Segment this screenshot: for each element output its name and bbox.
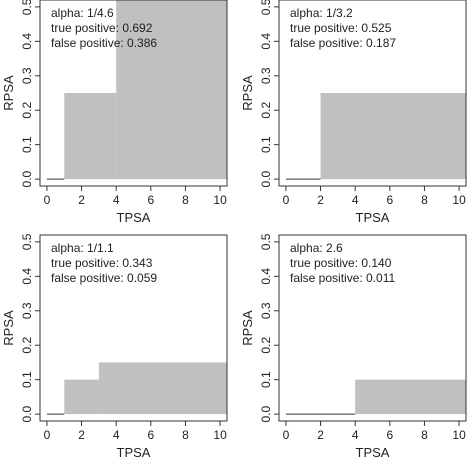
region-bar-1	[64, 379, 99, 415]
x-tick-label: 8	[421, 193, 428, 207]
region-bar-2	[98, 362, 227, 415]
x-tick-label: 2	[317, 428, 324, 442]
annotation-line: false positive: 0.011	[290, 271, 396, 285]
plot-area	[285, 379, 466, 415]
y-tick-label: 0.1	[20, 136, 34, 153]
y-tick-label: 0.1	[259, 371, 273, 388]
chart-panel-4: 0 2 4 6 8 10 0.0 0.1 0.2 0.3 0.4 0.5 TPSA RPSA alpha: …	[240, 233, 467, 460]
annotation-line: true positive: 0.140	[290, 256, 392, 270]
y-tick-label: 0.2	[259, 102, 273, 119]
annotation-line: alpha: 2.6	[290, 241, 343, 255]
chart-panel-1: 0 2 4 6 8 10 0.0 0.1 0.2 0.3 0.4 0.5 TPSA RPSA alpha: …	[1, 0, 228, 225]
x-tick-label: 4	[113, 193, 120, 207]
plot-frame	[278, 234, 467, 422]
annotation-line: alpha: 1/4.6	[51, 6, 114, 20]
x-tick-label: 10	[213, 193, 227, 207]
x-tick-label: 4	[113, 428, 120, 442]
y-tick-label: 0.5	[259, 233, 273, 250]
y-tick-label: 0.3	[259, 67, 273, 84]
x-tick-label: 10	[452, 193, 466, 207]
x-tick-label: 4	[352, 428, 359, 442]
x-tick-label: 0	[283, 428, 290, 442]
plot-area	[46, 362, 227, 415]
region-bar-1	[355, 379, 466, 415]
y-tick-label: 0.0	[20, 170, 34, 187]
plot-frame	[278, 0, 467, 187]
x-tick-label: 2	[78, 193, 85, 207]
y-tick-label: 0.2	[20, 102, 34, 119]
x-tick-label: 0	[44, 428, 51, 442]
y-tick-label: 0.3	[20, 302, 34, 319]
x-axis-label: TPSA	[356, 445, 390, 460]
x-axis-label: TPSA	[117, 445, 151, 460]
annotation-line: false positive: 0.059	[51, 271, 157, 285]
y-tick-label: 0.2	[20, 337, 34, 354]
y-tick-label: 0.0	[259, 405, 273, 422]
x-tick-label: 0	[283, 193, 290, 207]
x-tick-label: 2	[317, 193, 324, 207]
x-tick-label: 8	[182, 193, 189, 207]
x-axis-label: TPSA	[356, 210, 390, 225]
annotation-line: alpha: 1/1.1	[51, 241, 114, 255]
x-axis-label: TPSA	[117, 210, 151, 225]
y-tick-label: 0.2	[259, 337, 273, 354]
annotation-line: false positive: 0.386	[51, 36, 157, 50]
y-tick-label: 0.4	[20, 268, 34, 285]
region-bar-1	[64, 93, 117, 180]
x-tick-label: 4	[352, 193, 359, 207]
x-tick-label: 0	[44, 193, 51, 207]
y-axis-label: RPSA	[240, 75, 255, 111]
x-tick-label: 10	[452, 428, 466, 442]
annotation-line: true positive: 0.343	[51, 256, 153, 270]
y-tick-label: 0.5	[20, 233, 34, 250]
y-tick-label: 0.3	[259, 302, 273, 319]
y-tick-label: 0.3	[20, 67, 34, 84]
y-tick-label: 0.0	[259, 170, 273, 187]
annotation-line: true positive: 0.525	[290, 21, 392, 35]
region-bar-1	[320, 93, 466, 180]
y-tick-label: 0.4	[259, 33, 273, 50]
y-axis-label: RPSA	[1, 310, 16, 346]
x-tick-label: 8	[421, 428, 428, 442]
region-bar-2	[116, 0, 227, 180]
x-tick-label: 6	[386, 428, 393, 442]
y-axis-label: RPSA	[240, 310, 255, 346]
y-tick-label: 0.1	[20, 371, 34, 388]
chart-panel-3: 0 2 4 6 8 10 0.0 0.1 0.2 0.3 0.4 0.5 TPSA RPSA alpha: …	[1, 233, 228, 460]
plot-area	[285, 93, 466, 180]
chart-panel-2: 0 2 4 6 8 10 0.0 0.1 0.2 0.3 0.4 0.5 TPSA RPSA alpha: …	[240, 0, 467, 225]
annotation-line: false positive: 0.187	[290, 36, 396, 50]
x-tick-label: 2	[78, 428, 85, 442]
x-tick-label: 6	[386, 193, 393, 207]
y-axis-label: RPSA	[1, 75, 16, 111]
x-tick-label: 6	[147, 193, 154, 207]
y-tick-label: 0.4	[20, 33, 34, 50]
y-tick-label: 0.5	[20, 0, 34, 15]
y-tick-label: 0.0	[20, 405, 34, 422]
y-tick-label: 0.4	[259, 268, 273, 285]
plot-frame	[39, 234, 228, 422]
plot-frame	[39, 0, 228, 187]
x-tick-label: 8	[182, 428, 189, 442]
y-tick-label: 0.5	[259, 0, 273, 15]
annotation-line: true positive: 0.692	[51, 21, 153, 35]
plot-area	[46, 0, 227, 180]
x-tick-label: 10	[213, 428, 227, 442]
x-tick-label: 6	[147, 428, 154, 442]
annotation-line: alpha: 1/3.2	[290, 6, 353, 20]
y-tick-label: 0.1	[259, 136, 273, 153]
